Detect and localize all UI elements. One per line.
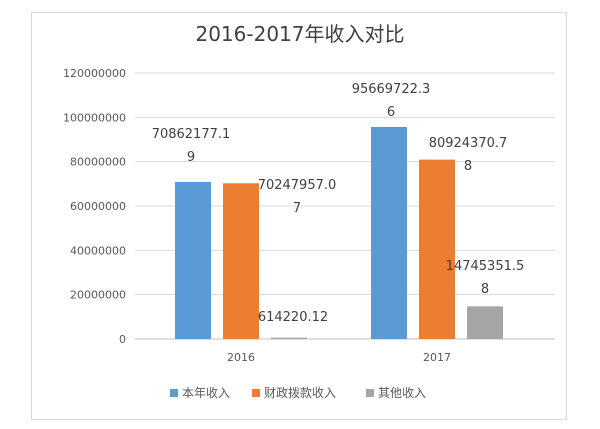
legend-swatch xyxy=(170,389,178,397)
data-label: 8 xyxy=(464,159,472,174)
data-label: 95669722.3 xyxy=(352,82,431,97)
data-label: 80924370.7 xyxy=(429,136,508,151)
legend-swatch xyxy=(366,389,374,397)
data-label: 14745351.5 xyxy=(446,259,525,274)
bar xyxy=(419,159,455,339)
data-label: 9 xyxy=(187,150,195,165)
y-tick-label: 80000000 xyxy=(70,156,126,169)
x-tick-label: 2016 xyxy=(227,351,255,364)
x-tick-label: 2017 xyxy=(423,351,451,364)
y-tick-label: 20000000 xyxy=(70,289,126,302)
legend-label: 本年收入 xyxy=(182,386,230,400)
y-tick-label: 60000000 xyxy=(70,200,126,213)
bar xyxy=(371,126,407,339)
data-label: 614220.12 xyxy=(258,310,328,325)
y-tick-label: 0 xyxy=(119,333,126,346)
bar xyxy=(271,337,307,339)
bar xyxy=(467,306,503,339)
legend-label: 财政拨款收入 xyxy=(264,386,336,400)
legend-label: 其他收入 xyxy=(378,386,426,400)
bar xyxy=(175,181,211,339)
data-label: 6 xyxy=(387,105,395,120)
chart-title: 2016-2017年收入对比 xyxy=(195,22,404,46)
bar xyxy=(223,183,259,339)
y-tick-label: 100000000 xyxy=(63,111,126,124)
chart-frame xyxy=(31,12,567,420)
y-tick-label: 40000000 xyxy=(70,244,126,257)
legend-swatch xyxy=(252,389,260,397)
y-tick-label: 120000000 xyxy=(63,67,126,80)
data-label: 70247957.0 xyxy=(258,178,337,193)
data-label: 70862177.1 xyxy=(152,127,231,142)
data-label: 7 xyxy=(293,201,301,216)
data-label: 8 xyxy=(481,282,489,297)
